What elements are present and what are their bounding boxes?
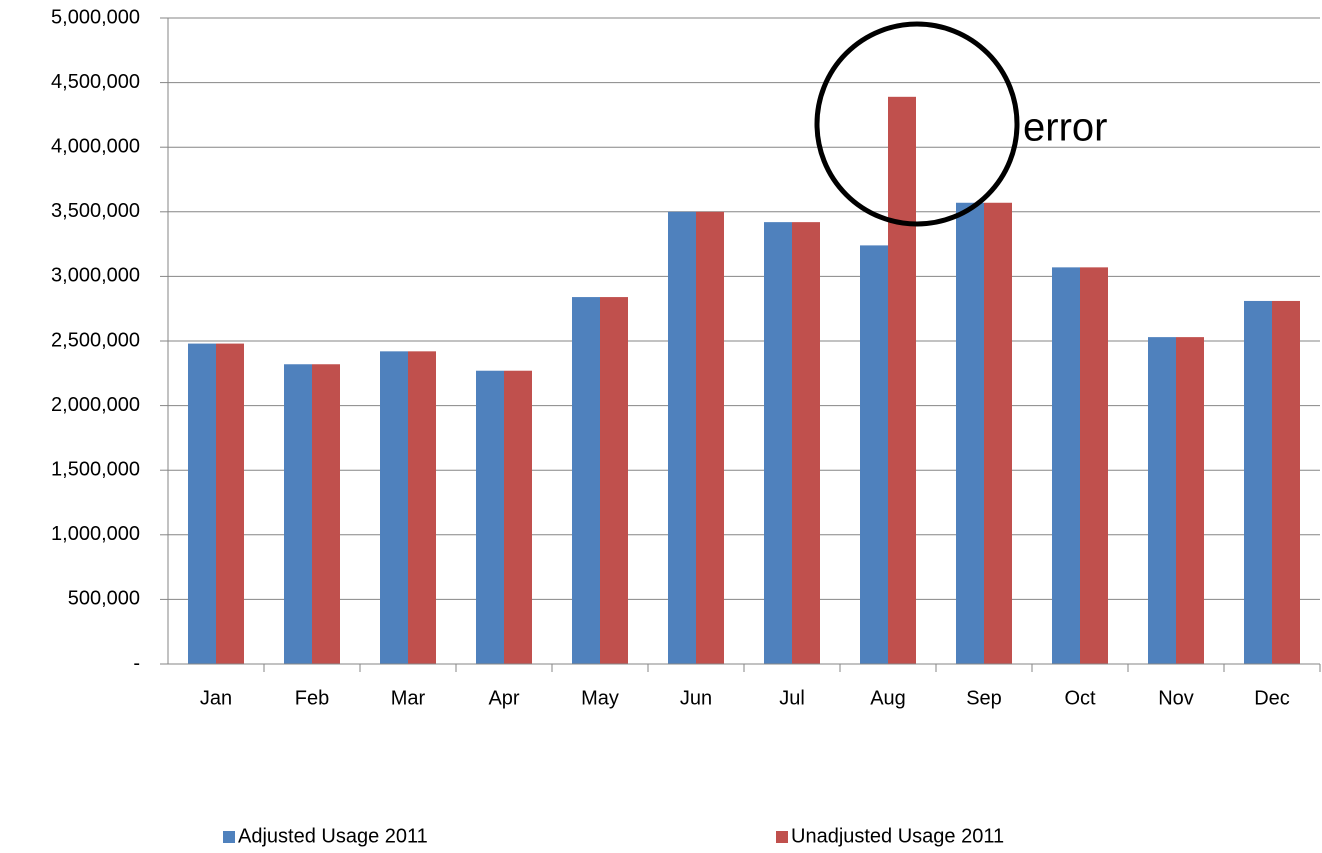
bar <box>312 364 340 664</box>
y-tick-label: 2,000,000 <box>51 394 140 416</box>
bar <box>888 96 916 664</box>
x-tick-label: Apr <box>488 687 519 709</box>
legend-label: Adjusted Usage 2011 <box>238 825 428 847</box>
x-tick-label: Mar <box>391 687 426 709</box>
y-tick-label: 2,500,000 <box>51 329 140 351</box>
bar <box>956 202 984 665</box>
x-tick-label: May <box>581 687 619 709</box>
y-tick-label: 3,000,000 <box>51 265 140 287</box>
bar <box>792 222 820 665</box>
legend-label: Unadjusted Usage 2011 <box>791 825 1004 847</box>
y-tick-label: 4,500,000 <box>51 71 140 93</box>
plot: - 500,000 1,000,000 1,500,000 2,000,000 2,500… <box>51 6 1321 847</box>
x-tick-label: Nov <box>1158 687 1194 709</box>
y-tick-label: 1,500,000 <box>51 458 140 480</box>
bar <box>1244 300 1272 664</box>
bar <box>668 211 696 665</box>
x-tick-label: Sep <box>966 687 1002 709</box>
y-tick-label: 500,000 <box>68 588 140 610</box>
bar <box>380 351 408 664</box>
legend-swatch <box>776 831 788 843</box>
bar <box>764 222 792 665</box>
bar <box>216 343 244 664</box>
bar <box>600 297 628 664</box>
bar <box>408 351 436 664</box>
legend-swatch <box>223 831 235 843</box>
bar <box>696 211 724 665</box>
y-tick-label: 4,000,000 <box>51 135 140 157</box>
y-tick-label: 1,000,000 <box>51 523 140 545</box>
x-tick-label: Aug <box>870 687 906 709</box>
x-tick-label: Dec <box>1254 687 1290 709</box>
bar <box>1272 300 1300 664</box>
y-tick-label: 3,500,000 <box>51 200 140 222</box>
bar <box>860 245 888 664</box>
bar <box>476 370 504 664</box>
x-tick-label: Jun <box>680 687 712 709</box>
x-tick-label: Feb <box>295 687 329 709</box>
bar <box>1052 267 1080 664</box>
bar <box>188 343 216 664</box>
x-tick-label: Jul <box>779 687 805 709</box>
y-tick-label: 5,000,000 <box>51 6 140 28</box>
bar <box>572 297 600 664</box>
bar <box>504 370 532 664</box>
annotation-circle <box>814 21 1020 227</box>
bar <box>984 202 1012 665</box>
y-tick-label: - <box>133 652 140 674</box>
bar <box>1080 267 1108 664</box>
x-tick-label: Oct <box>1064 687 1096 709</box>
x-tick-label: Jan <box>200 687 232 709</box>
annotation: error <box>1023 106 1107 150</box>
bar <box>284 364 312 664</box>
bar <box>1176 337 1204 664</box>
bar <box>1148 337 1176 664</box>
